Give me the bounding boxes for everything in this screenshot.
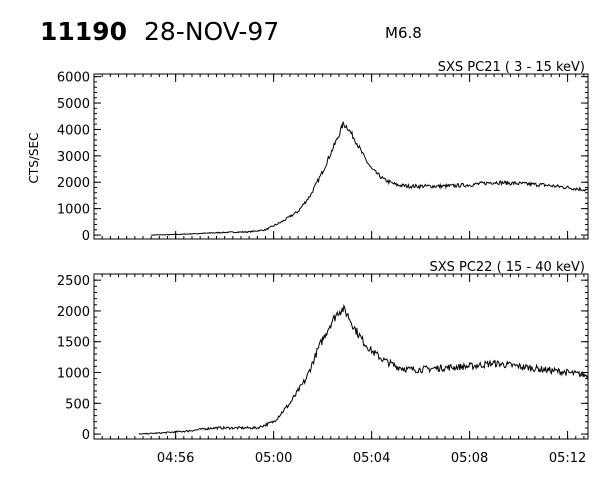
x-tick-label: 05:12 (549, 451, 586, 466)
y-tick-label: 0 (82, 428, 90, 443)
y-tick-label: 3000 (57, 150, 90, 165)
y-axis-label-pc21: CTS/SEC (27, 133, 41, 184)
y-tick-label: 6000 (57, 71, 90, 86)
y-tick-label: 1000 (57, 203, 90, 218)
panel-pc22: SXS PC22 ( 15 - 40 keV) 0 500 1000 1500 2000… (57, 260, 589, 466)
x-tick-label: 04:56 (157, 451, 194, 466)
x-tick-label: 05:00 (255, 451, 292, 466)
event-date: 28-NOV-97 (144, 17, 279, 46)
y-tick-label: 5000 (57, 97, 90, 112)
panel-title-pc22: SXS PC22 ( 15 - 40 keV) (429, 260, 585, 275)
plot-frame-pc21 (93, 73, 589, 240)
ticks-pc21: 0 1000 2000 3000 4000 5000 6000 (57, 71, 588, 244)
y-tick-label: 0 (82, 229, 90, 244)
x-tick-label: 05:08 (451, 451, 488, 466)
y-tick-label: 1000 (57, 367, 90, 382)
ticks-pc22: 0 500 1000 1500 2000 2500 04:56 05:00 05:04 05:08… (57, 273, 588, 466)
y-tick-label: 1500 (57, 336, 90, 351)
y-tick-label: 2500 (57, 274, 90, 289)
y-tick-label: 4000 (57, 123, 90, 138)
series-line-pc21 (151, 121, 588, 236)
event-number: 11190 (40, 17, 127, 46)
y-tick-label: 2000 (57, 176, 90, 191)
panel-title-pc21: SXS PC21 ( 3 - 15 keV) (438, 60, 585, 75)
x-tick-label: 05:04 (353, 451, 390, 466)
series-line-pc22 (138, 303, 589, 435)
y-tick-label: 2000 (57, 305, 90, 320)
flare-class: M6.8 (385, 24, 422, 42)
y-tick-label: 500 (65, 397, 90, 412)
panel-pc21: SXS PC21 ( 3 - 15 keV) CTS/SEC 0 1000 2000… (27, 60, 589, 244)
plot-frame-pc22 (93, 273, 589, 440)
